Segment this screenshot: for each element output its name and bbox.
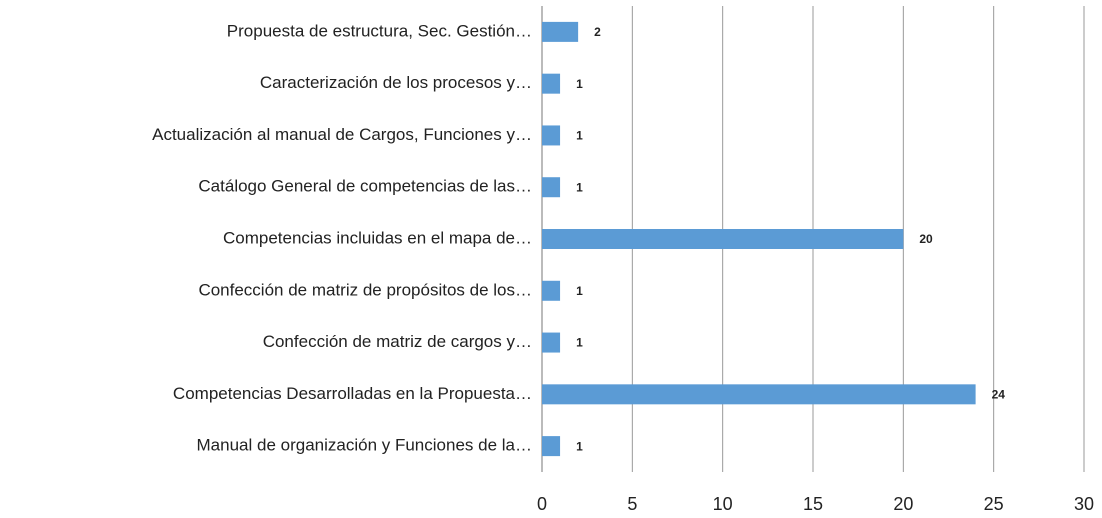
y-tick-label: Manual de organización y Funciones de la… [197,436,532,455]
value-label: 1 [576,439,583,453]
y-tick-label: Confección de matriz de cargos y… [263,332,532,351]
y-tick-label: Actualización al manual de Cargos, Funci… [152,125,532,144]
value-label: 1 [576,77,583,91]
value-label: 1 [576,336,583,350]
y-tick-label: Propuesta de estructura, Sec. Gestión… [227,21,532,40]
y-tick-label: Competencias Desarrolladas en la Propues… [173,384,532,403]
value-label: 24 [992,388,1006,402]
bar [542,332,561,353]
x-tick-label: 20 [893,494,913,514]
bar [542,280,561,301]
value-label: 20 [919,232,933,246]
bar [542,229,904,249]
y-tick-label: Catálogo General de competencias de las… [198,177,532,196]
x-tick-label: 0 [537,494,547,514]
bar [542,436,561,457]
bar [542,21,579,42]
x-tick-label: 30 [1074,494,1094,514]
bar [542,125,561,146]
x-tick-label: 5 [627,494,637,514]
y-tick-label: Caracterización de los procesos y… [260,73,532,92]
value-label: 1 [576,284,583,298]
x-tick-label: 10 [713,494,733,514]
y-tick-label: Confección de matriz de propósitos de lo… [198,280,532,299]
value-label: 1 [576,180,583,194]
x-tick-label: 15 [803,494,823,514]
bar [542,73,561,94]
value-label: 2 [594,25,601,39]
x-tick-label: 25 [984,494,1004,514]
value-label: 1 [576,129,583,143]
y-tick-label: Competencias incluidas en el mapa de… [223,228,532,247]
bar [542,177,561,198]
bar [542,384,976,405]
